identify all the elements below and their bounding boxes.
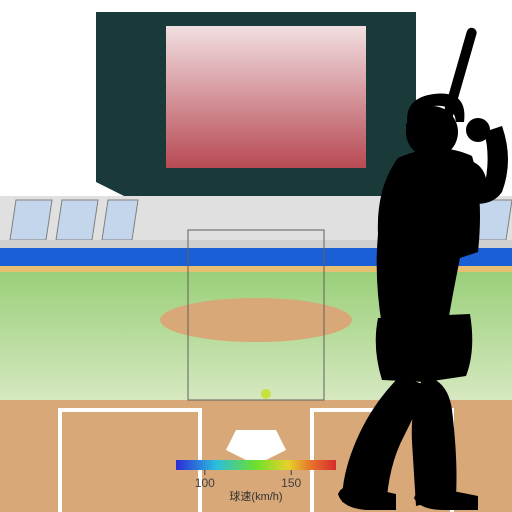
pitch-ball [261,389,271,399]
svg-text:100: 100 [195,476,215,490]
legend-label: 球速(km/h) [229,489,282,503]
scoreboard-screen [166,26,366,168]
svg-text:150: 150 [281,476,301,490]
pitch-visualization: 100 150 球速(km/h) [0,0,512,512]
infield-dirt-arc [160,298,352,342]
